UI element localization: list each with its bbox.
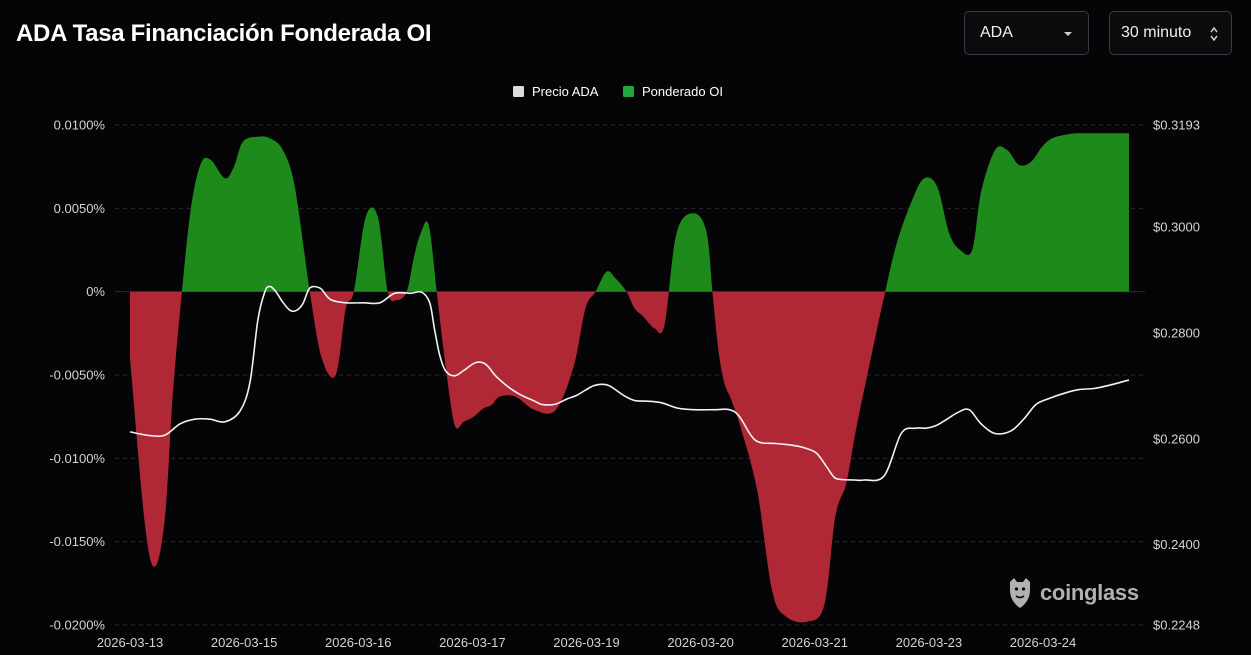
legend-swatch xyxy=(623,86,634,97)
chevron-down-icon xyxy=(1064,32,1072,36)
watermark-text: coinglass xyxy=(1040,580,1139,605)
page-title: ADA Tasa Financiación Fonderada OI xyxy=(16,20,432,47)
ada-price-line xyxy=(129,285,1130,482)
x-tick-label: 2026-03-21 xyxy=(782,635,849,650)
right-tick-label: $0.2248 xyxy=(1153,618,1200,633)
left-tick-label: 0.0050% xyxy=(54,201,106,216)
right-axis: $0.3193 $0.3000 $0.2800 $0.2600 $0.2400 $0.22… xyxy=(1153,118,1200,633)
right-tick-label: $0.2800 xyxy=(1153,325,1200,340)
x-tick-label: 2026-03-20 xyxy=(667,635,734,650)
x-tick-label: 2026-03-24 xyxy=(1010,635,1077,650)
right-tick-label: $0.3193 xyxy=(1153,118,1200,133)
legend-swatch xyxy=(513,86,524,97)
left-tick-label: -0.0050% xyxy=(49,368,105,383)
x-axis: 2026-03-13 2026-03-15 2026-03-16 2026-03-17… xyxy=(97,635,1077,650)
chart-legend: Precio ADA Ponderado OI xyxy=(513,84,723,99)
legend-label[interactable]: Precio ADA xyxy=(532,84,599,99)
coinglass-logo-icon xyxy=(1010,578,1030,608)
left-tick-label: 0% xyxy=(86,284,105,299)
left-tick-label: -0.0150% xyxy=(49,534,105,549)
left-tick-label: -0.0200% xyxy=(49,618,105,633)
x-tick-label: 2026-03-15 xyxy=(211,635,278,650)
asset-select[interactable]: ADA xyxy=(964,11,1089,55)
x-tick-label: 2026-03-16 xyxy=(325,635,392,650)
x-tick-label: 2026-03-19 xyxy=(553,635,620,650)
coinglass-watermark: coinglass xyxy=(1006,576,1139,610)
oi-weighted-positive-area xyxy=(181,133,1129,292)
right-tick-label: $0.3000 xyxy=(1153,220,1200,235)
legend-label[interactable]: Ponderado OI xyxy=(642,84,723,99)
asset-select-value: ADA xyxy=(980,24,1013,41)
sort-updown-icon xyxy=(1210,26,1218,42)
interval-select-value: 30 minuto xyxy=(1121,24,1192,41)
x-tick-label: 2026-03-23 xyxy=(896,635,963,650)
left-tick-label: 0.0100% xyxy=(54,118,106,133)
x-tick-label: 2026-03-13 xyxy=(97,635,164,650)
left-axis: 0.0100% 0.0050% 0% -0.0050% -0.0100% -0.0150%… xyxy=(49,118,105,633)
x-tick-label: 2026-03-17 xyxy=(439,635,506,650)
left-tick-label: -0.0100% xyxy=(49,451,105,466)
right-tick-label: $0.2600 xyxy=(1153,431,1200,446)
right-tick-label: $0.2400 xyxy=(1153,537,1200,552)
interval-select[interactable]: 30 minuto xyxy=(1109,11,1232,55)
